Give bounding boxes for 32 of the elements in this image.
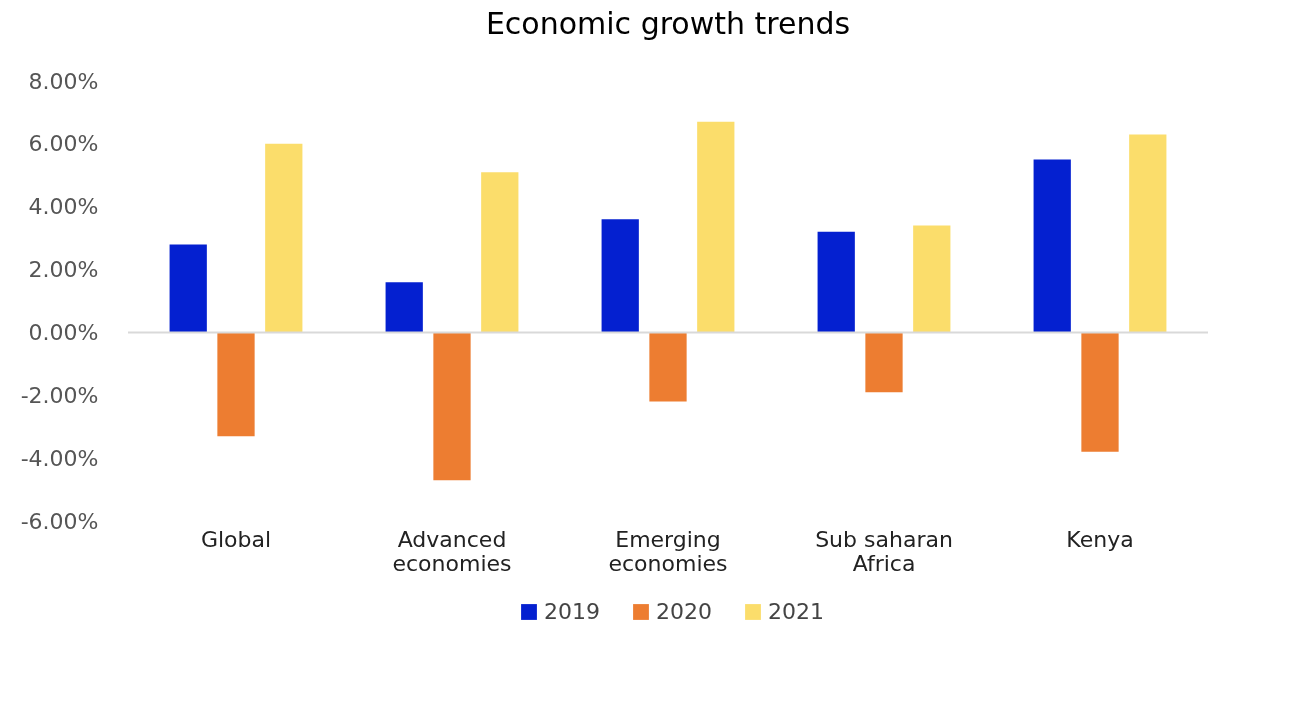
- x-tick-label: Emerging economies: [608, 526, 728, 576]
- bar: [649, 332, 687, 402]
- y-tick-label: -6.00%: [20, 508, 99, 534]
- x-tick-label: Advanced economies: [392, 526, 512, 576]
- x-tick-label: Global: [200, 526, 272, 552]
- y-tick-label: -4.00%: [20, 445, 99, 471]
- y-tick-label: 4.00%: [28, 194, 99, 220]
- legend-label: 2021: [768, 599, 824, 624]
- chart-title: Economic growth trends: [485, 6, 851, 41]
- y-tick-label: -2.00%: [20, 382, 99, 408]
- y-tick-label: 6.00%: [28, 131, 99, 157]
- bar: [1033, 159, 1071, 333]
- bar: [433, 332, 471, 481]
- y-tick-label: 0.00%: [28, 319, 99, 345]
- bar: [817, 231, 855, 333]
- bar: [481, 172, 519, 333]
- bar: [385, 282, 423, 333]
- x-tick-label: Kenya: [1066, 526, 1134, 552]
- y-tick-label: 8.00%: [28, 68, 99, 94]
- bar: [1129, 134, 1167, 333]
- legend-label: 2019: [544, 599, 600, 624]
- x-tick-label: Sub saharan Africa: [815, 526, 953, 576]
- bar: [913, 225, 951, 333]
- bar: [697, 121, 735, 333]
- bar: [169, 244, 207, 333]
- bar: [865, 332, 903, 393]
- bar: [217, 332, 255, 437]
- y-tick-label: 2.00%: [28, 257, 99, 283]
- legend-label: 2020: [656, 599, 712, 624]
- bar: [265, 143, 303, 333]
- bar: [1081, 332, 1119, 452]
- bar: [601, 219, 639, 333]
